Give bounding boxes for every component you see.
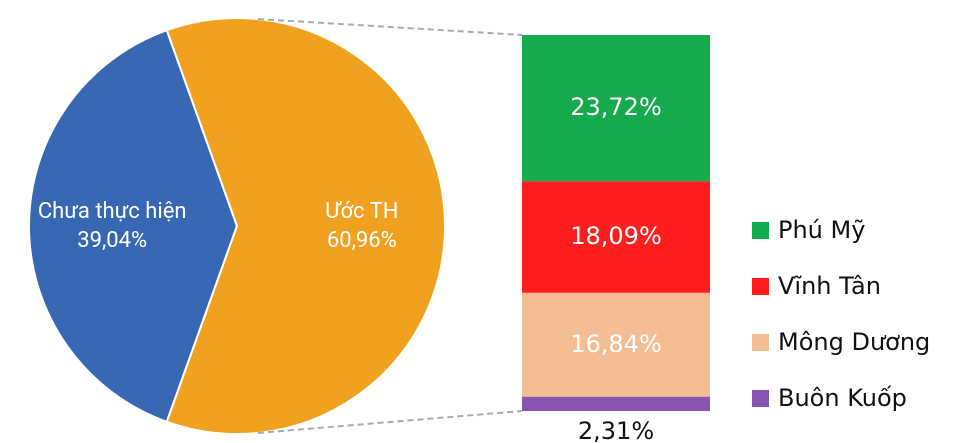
pie-slice <box>28 28 239 424</box>
bar-segment <box>522 181 710 293</box>
bar-value-label: 16,84% <box>570 330 662 358</box>
bar-value-label: 2,31% <box>578 417 654 443</box>
bar-segment <box>522 396 710 411</box>
pie-value-label: 39,04% <box>77 228 148 253</box>
bar-value-label: 23,72% <box>570 93 662 121</box>
connector <box>257 410 523 434</box>
legend-swatch <box>752 222 769 239</box>
pie-value-label: 60,96% <box>326 228 397 253</box>
pie-label: Chưa thực hiện 39,04% <box>37 197 187 255</box>
legend-swatch <box>752 390 769 407</box>
pie-category: Chưa thực hiện <box>37 199 187 224</box>
bar-segment <box>522 35 710 182</box>
connector <box>257 18 523 36</box>
legend-label: Phú Mỹ <box>778 216 865 244</box>
legend-label: Vĩnh Tân <box>778 272 881 300</box>
bar-value-label: 18,09% <box>570 222 662 250</box>
pie-label: Ước TH 60,96% <box>287 197 437 255</box>
legend-swatch <box>752 278 769 295</box>
pie-category: Ước TH <box>325 199 399 224</box>
legend-label: Mông Dương <box>778 328 930 356</box>
pie-slice <box>165 17 446 435</box>
legend-swatch <box>752 334 769 351</box>
bar-segment <box>522 292 710 397</box>
legend-label: Buôn Kuốp <box>778 384 907 412</box>
